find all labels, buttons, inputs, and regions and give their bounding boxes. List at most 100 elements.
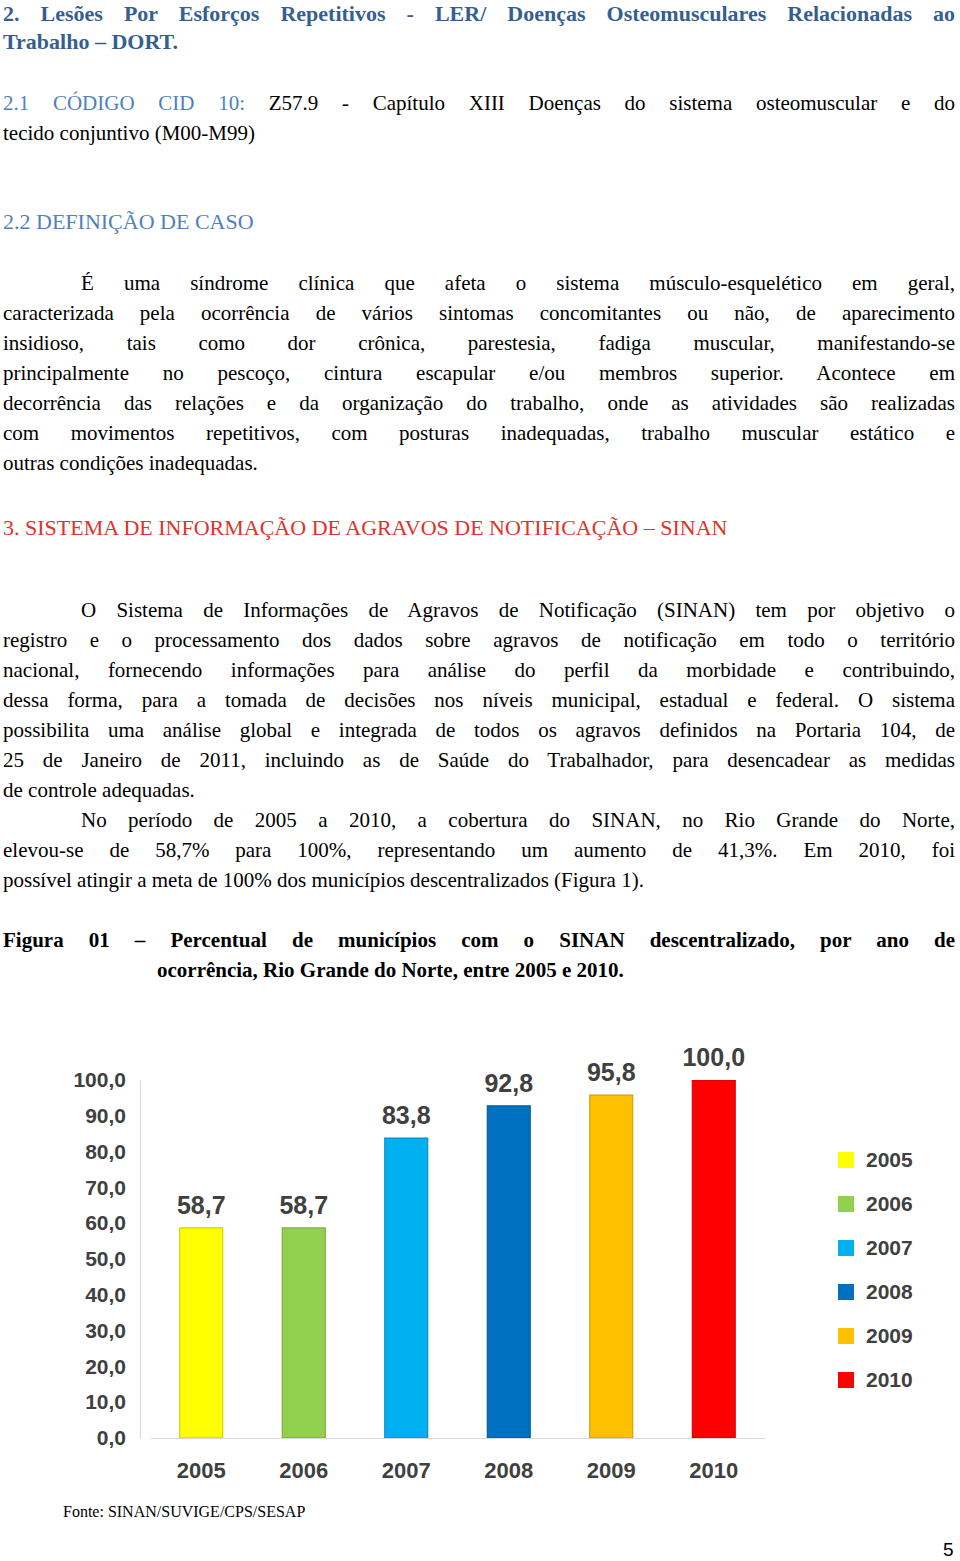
legend-swatch [838,1152,854,1168]
tick: 80,0 [85,1140,140,1163]
legend-item: 2006 [838,1192,913,1215]
text-line: de controle adequadas. [3,776,195,804]
cid-text: Z57.9 - Capítulo XIII Doenças do sistema… [269,91,955,115]
text-line: possível atingir a meta de 100% dos muni… [3,866,644,894]
heading: Trabalho – DORT. [3,28,178,56]
data-label: 95,8 [587,1058,636,1086]
tick-label: 2007 [382,1458,431,1483]
text-line: O Sistema de Informações de Agravos de N… [81,596,955,624]
cid-label: 2.1 CÓDIGO CID 10: [3,91,245,115]
data-label: 58,7 [279,1191,328,1219]
tick: 40,0 [85,1283,140,1306]
tick-label: 80,0 [85,1140,126,1163]
tick-label: 2010 [689,1458,738,1483]
tick: 60,0 [85,1211,140,1234]
bar [180,1228,223,1438]
text-line: outras condições inadequadas. [3,449,258,477]
text-line: No período de 2005 a 2010, a cobertura d… [81,806,955,834]
axis-line [140,1081,141,1439]
data-labels: 58,7 58,7 83,8 92,8 95,8 100,0 [177,1043,745,1219]
legend-item: 2005 [838,1148,913,1171]
tick-label: 50,0 [85,1247,126,1270]
legend-swatch [838,1196,854,1212]
tick-label: 20,0 [85,1355,126,1378]
heading: 2. Lesões Por Esforços Repetitivos - LER… [3,0,955,28]
tick: 2010 [689,1438,738,1483]
tick-label: 2008 [484,1458,533,1483]
legend-swatch [838,1284,854,1300]
section-heading: 3. SISTEMA DE INFORMAÇÃO DE AGRAVOS DE N… [3,514,727,542]
text-line: elevou-se de 58,7% para 100%, representa… [3,836,955,864]
legend-item: 2009 [838,1324,913,1347]
tick-label: 90,0 [85,1104,126,1127]
legend-swatch [838,1328,854,1344]
legend-item: 2008 [838,1280,913,1303]
tick-label: 10,0 [85,1390,126,1413]
legend-label: 2006 [866,1192,913,1215]
x-axis: 2005 2006 2007 2008 2009 2010 [151,1438,766,1483]
cid-line: 2.1 CÓDIGO CID 10: Z57.9 - Capítulo XIII… [3,89,955,117]
page: 2. Lesões Por Esforços Repetitivos - LER… [0,0,960,1561]
bar [385,1138,428,1438]
text-line: possibilita uma análise global e integra… [3,716,955,744]
figure-caption: ocorrência, Rio Grande do Norte, entre 2… [157,956,624,984]
tick: 10,0 [85,1390,140,1413]
tick-label: 30,0 [85,1319,126,1342]
legend-label: 2008 [866,1280,913,1303]
data-label: 58,7 [177,1191,226,1219]
bar [692,1080,735,1438]
tick-label: 70,0 [85,1176,126,1199]
text-line: decorrência das relações e da organizaçã… [3,389,955,417]
tick: 2007 [382,1438,431,1483]
chart: 0,0 10,0 20,0 30,0 40,0 50,0 60,0 70,0 80,0 90,0 1… [0,1000,960,1530]
tick: 100,0 [73,1068,140,1091]
legend-swatch [838,1240,854,1256]
data-label: 83,8 [382,1101,431,1129]
y-axis: 0,0 10,0 20,0 30,0 40,0 50,0 60,0 70,0 80,0 90,0 1… [73,1068,140,1449]
text-line: 25 de Janeiro de 2011, incluindo as de S… [3,746,955,774]
legend: 2005 2006 2007 2008 2009 2010 [838,1148,913,1391]
text-line: nacional, fornecendo informações para an… [3,656,955,684]
tick: 2009 [587,1438,636,1483]
legend-label: 2010 [866,1368,913,1391]
bars [180,1080,736,1438]
tick-label: 2005 [177,1458,226,1483]
tick: 2005 [177,1438,226,1483]
text-line: com movimentos repetitivos, com posturas… [3,419,955,447]
tick: 2006 [279,1438,328,1483]
axis-line [151,1438,766,1439]
tick-label: 2006 [279,1458,328,1483]
text-line: insidioso, tais como dor crônica, parest… [3,329,955,357]
legend-item: 2010 [838,1368,913,1391]
text-line: dessa forma, para a tomada de decisões n… [3,686,955,714]
text-line: tecido conjuntivo (M00-M99) [3,119,255,147]
tick-label: 100,0 [73,1068,126,1091]
tick: 50,0 [85,1247,140,1270]
figure-caption: Figura 01 – Percentual de municípios com… [3,926,955,954]
tick-label: 40,0 [85,1283,126,1306]
tick: 30,0 [85,1319,140,1342]
text-line: caracterizada pela ocorrência de vários … [3,299,955,327]
data-label: 92,8 [484,1069,533,1097]
data-label: 100,0 [682,1043,745,1071]
bar [487,1106,530,1438]
text-line: É uma síndrome clínica que afeta o siste… [81,269,955,297]
tick: 90,0 [85,1104,140,1127]
tick-label: 2009 [587,1458,636,1483]
page-number: 5 [943,1536,954,1561]
legend-label: 2009 [866,1324,913,1347]
source: Fonte: SINAN/SUVIGE/CPS/SESAP [63,1498,305,1526]
legend-label: 2005 [866,1148,913,1171]
bar [590,1095,633,1438]
tick: 0,0 [97,1426,140,1449]
tick-label: 60,0 [85,1211,126,1234]
text-line: principalmente no pescoço, cintura escap… [3,359,955,387]
text-line: registro e o processamento dos dados sob… [3,626,955,654]
tick-label: 0,0 [97,1426,126,1449]
subheading: 2.2 DEFINIÇÃO DE CASO [3,208,254,236]
legend-label: 2007 [866,1236,913,1259]
legend-item: 2007 [838,1236,913,1259]
tick: 2008 [484,1438,533,1483]
tick: 20,0 [85,1355,140,1378]
tick: 70,0 [85,1176,140,1199]
